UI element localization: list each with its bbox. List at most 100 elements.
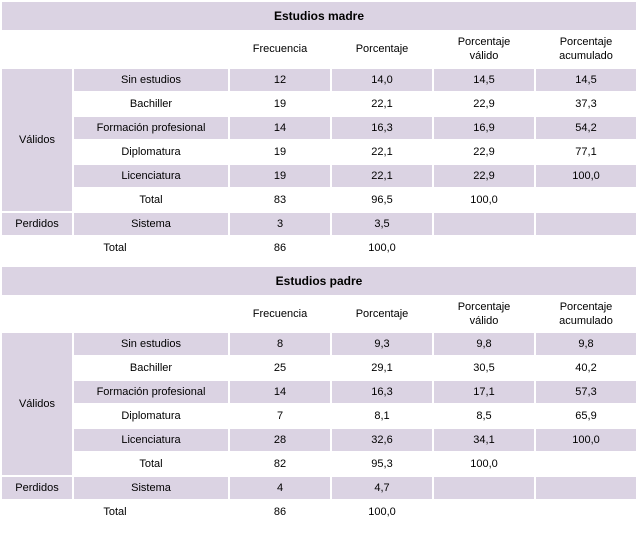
row-label: Bachiller <box>73 356 229 380</box>
cell: 19 <box>229 164 331 188</box>
group-validos: Válidos <box>1 332 73 476</box>
header-frecuencia: Frecuencia <box>229 31 331 68</box>
cell: 9,8 <box>433 332 535 356</box>
table-row-total: Total 86 100,0 <box>1 500 636 524</box>
cell: 16,3 <box>331 116 433 140</box>
cell <box>433 500 535 524</box>
row-label: Sistema <box>73 476 229 500</box>
tables-container: Estudios madre Frecuencia Porcentaje Por… <box>0 0 636 525</box>
cell: 96,5 <box>331 188 433 212</box>
cell: 16,3 <box>331 380 433 404</box>
madre-header-row: Frecuencia Porcentaje Porcentajeválido P… <box>1 31 636 68</box>
table-row: Total 83 96,5 100,0 <box>1 188 636 212</box>
cell: 19 <box>229 92 331 116</box>
madre-title: Estudios madre <box>1 1 636 31</box>
row-label: Total <box>1 500 229 524</box>
cell <box>535 452 636 476</box>
header-porcentaje-valido: Porcentajeválido <box>433 296 535 333</box>
header-porcentaje-acum: Porcentajeacumulado <box>535 31 636 68</box>
row-label: Diplomatura <box>73 404 229 428</box>
cell: 100,0 <box>535 164 636 188</box>
cell: 22,9 <box>433 140 535 164</box>
cell: 14 <box>229 116 331 140</box>
table-row: Válidos Sin estudios 12 14,0 14,5 14,5 <box>1 68 636 92</box>
header-porcentaje: Porcentaje <box>331 31 433 68</box>
table-row: Válidos Sin estudios 8 9,3 9,8 9,8 <box>1 332 636 356</box>
cell: 22,1 <box>331 164 433 188</box>
cell: 8 <box>229 332 331 356</box>
cell: 95,3 <box>331 452 433 476</box>
row-label: Total <box>73 452 229 476</box>
header-frecuencia: Frecuencia <box>229 296 331 333</box>
cell: 7 <box>229 404 331 428</box>
cell: 4,7 <box>331 476 433 500</box>
row-label: Diplomatura <box>73 140 229 164</box>
table-row: Licenciatura 19 22,1 22,9 100,0 <box>1 164 636 188</box>
group-validos: Válidos <box>1 68 73 212</box>
cell: 83 <box>229 188 331 212</box>
cell: 22,9 <box>433 164 535 188</box>
cell <box>433 476 535 500</box>
row-label: Sistema <box>73 212 229 236</box>
table-row: Bachiller 19 22,1 22,9 37,3 <box>1 92 636 116</box>
cell: 14,0 <box>331 68 433 92</box>
cell: 25 <box>229 356 331 380</box>
cell: 22,9 <box>433 92 535 116</box>
table-row: Formación profesional 14 16,3 17,1 57,3 <box>1 380 636 404</box>
header-blank <box>1 31 229 68</box>
cell <box>535 188 636 212</box>
cell: 86 <box>229 236 331 260</box>
cell: 19 <box>229 140 331 164</box>
cell: 77,1 <box>535 140 636 164</box>
cell: 4 <box>229 476 331 500</box>
cell: 86 <box>229 500 331 524</box>
cell: 28 <box>229 428 331 452</box>
cell: 30,5 <box>433 356 535 380</box>
cell: 65,9 <box>535 404 636 428</box>
cell: 8,5 <box>433 404 535 428</box>
group-perdidos: Perdidos <box>1 476 73 500</box>
cell: 100,0 <box>331 236 433 260</box>
padre-header-row: Frecuencia Porcentaje Porcentajeválido P… <box>1 296 636 333</box>
table-row: Diplomatura 19 22,1 22,9 77,1 <box>1 140 636 164</box>
row-label: Sin estudios <box>73 68 229 92</box>
row-label: Bachiller <box>73 92 229 116</box>
table-row: Bachiller 25 29,1 30,5 40,2 <box>1 356 636 380</box>
cell: 22,1 <box>331 92 433 116</box>
cell: 3 <box>229 212 331 236</box>
table-row: Formación profesional 14 16,3 16,9 54,2 <box>1 116 636 140</box>
cell: 14,5 <box>433 68 535 92</box>
cell: 54,2 <box>535 116 636 140</box>
cell <box>433 212 535 236</box>
cell: 29,1 <box>331 356 433 380</box>
cell <box>433 236 535 260</box>
cell: 57,3 <box>535 380 636 404</box>
cell: 12 <box>229 68 331 92</box>
cell <box>535 212 636 236</box>
cell: 32,6 <box>331 428 433 452</box>
header-porcentaje: Porcentaje <box>331 296 433 333</box>
row-label: Total <box>1 236 229 260</box>
table-row: Licenciatura 28 32,6 34,1 100,0 <box>1 428 636 452</box>
cell: 34,1 <box>433 428 535 452</box>
group-perdidos: Perdidos <box>1 212 73 236</box>
cell: 9,8 <box>535 332 636 356</box>
row-label: Formación profesional <box>73 380 229 404</box>
cell: 3,5 <box>331 212 433 236</box>
cell: 100,0 <box>331 500 433 524</box>
cell: 17,1 <box>433 380 535 404</box>
cell: 37,3 <box>535 92 636 116</box>
table-row: Diplomatura 7 8,1 8,5 65,9 <box>1 404 636 428</box>
madre-title-row: Estudios madre <box>1 1 636 31</box>
row-label: Formación profesional <box>73 116 229 140</box>
padre-title-row: Estudios padre <box>1 266 636 296</box>
cell: 100,0 <box>433 452 535 476</box>
table-row-total: Total 86 100,0 <box>1 236 636 260</box>
header-blank <box>1 296 229 333</box>
row-label: Sin estudios <box>73 332 229 356</box>
cell: 8,1 <box>331 404 433 428</box>
cell: 22,1 <box>331 140 433 164</box>
row-label: Licenciatura <box>73 428 229 452</box>
cell: 14 <box>229 380 331 404</box>
cell: 14,5 <box>535 68 636 92</box>
